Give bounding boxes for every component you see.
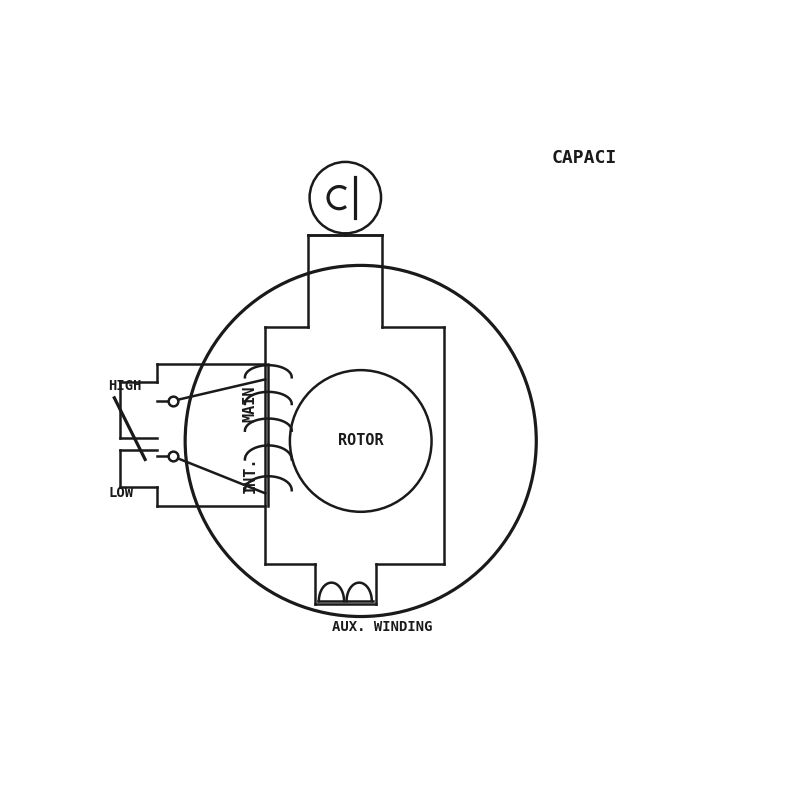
- Text: INT.: INT.: [242, 457, 258, 493]
- Text: LOW: LOW: [108, 486, 134, 500]
- Text: AUX. WINDING: AUX. WINDING: [332, 619, 433, 634]
- Text: ROTOR: ROTOR: [338, 434, 383, 449]
- Text: CAPACI: CAPACI: [552, 149, 617, 166]
- Text: HIGH: HIGH: [108, 378, 142, 393]
- Text: MAIN: MAIN: [242, 386, 258, 422]
